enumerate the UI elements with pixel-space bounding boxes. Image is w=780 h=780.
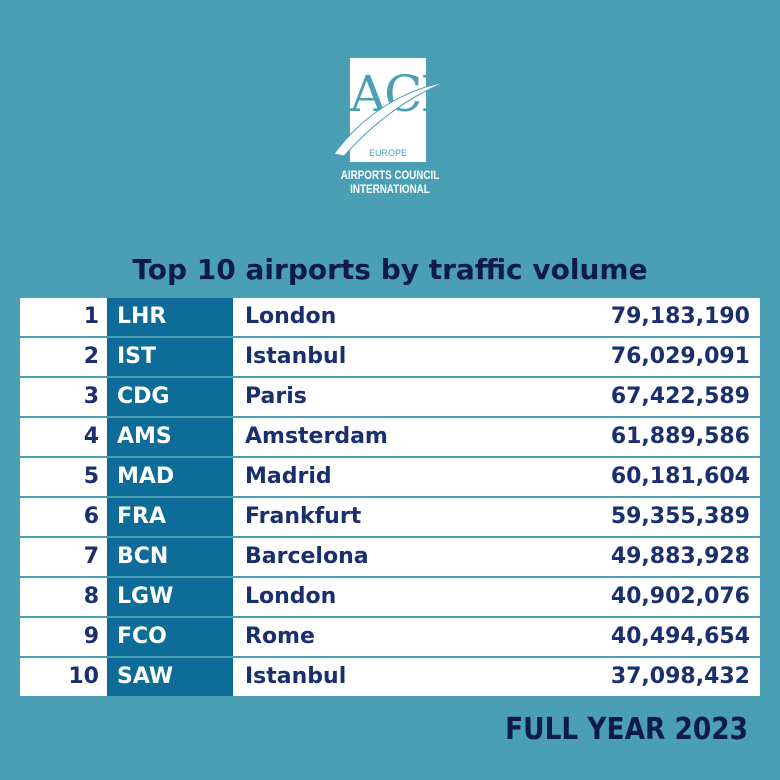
passenger-count-cell: 59,355,389 [460, 498, 760, 536]
city-cell: Paris [233, 378, 460, 416]
table-row: 2 IST Istanbul 76,029,091 [20, 338, 760, 376]
airport-code-cell: BCN [107, 538, 233, 576]
table-row: 1 LHR London 79,183,190 [20, 298, 760, 336]
passenger-count-cell: 40,494,654 [460, 618, 760, 656]
city-cell: London [233, 578, 460, 616]
city-cell: Barcelona [233, 538, 460, 576]
passenger-count-cell: 37,098,432 [460, 658, 760, 696]
chart-title: Top 10 airports by traffic volume [132, 253, 648, 286]
period-label: FULL YEAR 2023 [505, 712, 748, 747]
rank-cell: 9 [20, 618, 107, 656]
airport-code-cell: MAD [107, 458, 233, 496]
swoosh-icon [333, 81, 447, 157]
logo-letters: ACI [350, 65, 440, 123]
airport-code-cell: AMS [107, 418, 233, 456]
logo-text: AIRPORTS COUNCIL INTERNATIONAL [334, 168, 446, 196]
logo-name-line1: AIRPORTS COUNCIL [340, 168, 440, 182]
city-cell: Rome [233, 618, 460, 656]
passenger-count-cell: 49,883,928 [460, 538, 760, 576]
logo-name-line2: INTERNATIONAL [350, 182, 430, 196]
rank-cell: 8 [20, 578, 107, 616]
table-row: 4 AMS Amsterdam 61,889,586 [20, 418, 760, 456]
airport-code-cell: IST [107, 338, 233, 376]
airport-code-cell: FRA [107, 498, 233, 536]
passenger-count-cell: 67,422,589 [460, 378, 760, 416]
rank-cell: 7 [20, 538, 107, 576]
rank-cell: 10 [20, 658, 107, 696]
table-row: 7 BCN Barcelona 49,883,928 [20, 538, 760, 576]
rank-cell: 1 [20, 298, 107, 336]
aci-europe-logo: ACI EUROPE AIRPORTS COUNCIL INTERNATIONA… [332, 56, 448, 206]
city-cell: Istanbul [233, 658, 460, 696]
rank-cell: 2 [20, 338, 107, 376]
rank-cell: 5 [20, 458, 107, 496]
city-cell: Frankfurt [233, 498, 460, 536]
rank-cell: 6 [20, 498, 107, 536]
table-row: 3 CDG Paris 67,422,589 [20, 378, 760, 416]
city-cell: London [233, 298, 460, 336]
table-row: 9 FCO Rome 40,494,654 [20, 618, 760, 656]
passenger-count-cell: 40,902,076 [460, 578, 760, 616]
passenger-count-cell: 61,889,586 [460, 418, 760, 456]
logo-box: ACI EUROPE [350, 58, 440, 162]
airport-code-cell: CDG [107, 378, 233, 416]
table-row: 5 MAD Madrid 60,181,604 [20, 458, 760, 496]
airport-code-cell: FCO [107, 618, 233, 656]
table-row: 10 SAW Istanbul 37,098,432 [20, 658, 760, 696]
rank-cell: 3 [20, 378, 107, 416]
airport-code-cell: SAW [107, 658, 233, 696]
logo-region: EUROPE [368, 148, 407, 158]
airport-code-cell: LHR [107, 298, 233, 336]
table-row: 6 FRA Frankfurt 59,355,389 [20, 498, 760, 536]
passenger-count-cell: 76,029,091 [460, 338, 760, 376]
city-cell: Amsterdam [233, 418, 460, 456]
airport-ranking-table: 1 LHR London 79,183,190 2 IST Istanbul 76,029,0… [20, 298, 760, 696]
passenger-count-cell: 79,183,190 [460, 298, 760, 336]
city-cell: Istanbul [233, 338, 460, 376]
passenger-count-cell: 60,181,604 [460, 458, 760, 496]
city-cell: Madrid [233, 458, 460, 496]
rank-cell: 4 [20, 418, 107, 456]
airport-code-cell: LGW [107, 578, 233, 616]
table-row: 8 LGW London 40,902,076 [20, 578, 760, 616]
